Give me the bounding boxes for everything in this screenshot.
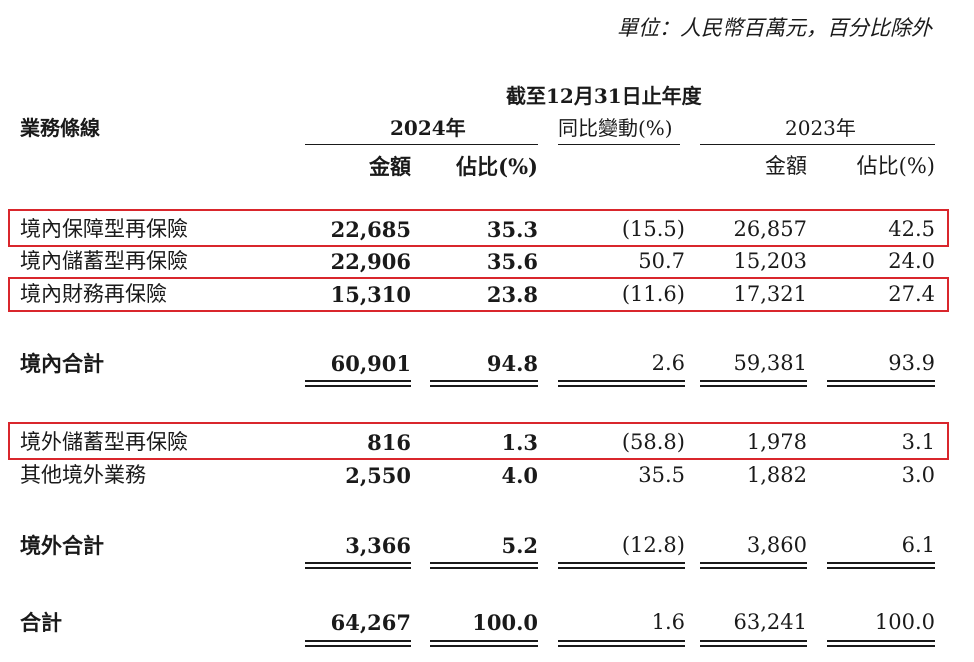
share-2023-cell: 24.0: [888, 249, 935, 273]
yoy-header: 同比變動(%): [558, 116, 673, 140]
amount-2024-cell: 2,550: [345, 463, 411, 488]
double-underline: [558, 562, 685, 569]
amount-2023-cell: 63,241: [733, 610, 807, 634]
amount-2024-cell: 15,310: [330, 282, 411, 307]
double-underline: [430, 380, 538, 387]
double-underline: [558, 640, 685, 647]
amount-2024-cell: 22,906: [330, 249, 411, 274]
double-underline: [305, 380, 411, 387]
year-2023-rule: [700, 144, 935, 145]
row-label: 其他境外業務: [20, 463, 146, 487]
share-2023-cell: 100.0: [874, 610, 935, 634]
double-underline: [700, 380, 807, 387]
row-label: 境內保障型再保險: [20, 217, 188, 241]
share-2024-cell: 100.0: [472, 610, 538, 635]
yoy-cell: 50.7: [638, 249, 685, 273]
share-2024-cell: 94.8: [486, 351, 538, 376]
period-header: 截至12月31日止年度: [506, 84, 702, 108]
amount-2023-cell: 1,978: [746, 430, 807, 454]
double-underline: [700, 640, 807, 647]
yoy-cell: (58.8): [621, 430, 685, 454]
double-underline: [700, 562, 807, 569]
share-2024-cell: 35.6: [486, 249, 538, 274]
share-2023-header: 佔比(%): [856, 154, 935, 178]
yoy-cell: (12.8): [621, 533, 685, 557]
amount-2023-cell: 15,203: [733, 249, 807, 273]
amount-2024-cell: 22,685: [330, 217, 411, 242]
subtotal-label: 境內合計: [20, 351, 104, 376]
total-label: 合計: [20, 610, 62, 635]
double-underline: [827, 562, 935, 569]
share-2024-cell: 1.3: [501, 430, 538, 455]
amount-2024-cell: 3,366: [345, 533, 411, 558]
share-2024-cell: 23.8: [486, 282, 538, 307]
subtotal-label: 境外合計: [20, 533, 104, 558]
amount-2024-cell: 816: [367, 430, 411, 455]
year-2024-rule: [305, 144, 538, 145]
yoy-cell: (15.5): [621, 217, 685, 241]
share-2023-cell: 6.1: [901, 533, 935, 557]
share-2024-cell: 4.0: [501, 463, 538, 488]
double-underline: [430, 640, 538, 647]
double-underline: [305, 562, 411, 569]
amount-2023-cell: 59,381: [733, 351, 807, 375]
highlight-domestic-financial: [8, 277, 949, 312]
share-2024-header: 佔比(%): [456, 154, 538, 179]
row-label: 境外儲蓄型再保險: [20, 430, 188, 454]
unit-note: 單位：人民幣百萬元，百分比除外: [617, 16, 932, 40]
business-line-header: 業務條線: [20, 116, 100, 140]
yoy-rule: [558, 144, 680, 145]
share-2024-cell: 5.2: [501, 533, 538, 558]
highlight-domestic-protection: [8, 209, 949, 247]
share-2023-cell: 42.5: [888, 217, 935, 241]
yoy-cell: 35.5: [638, 463, 685, 487]
double-underline: [827, 380, 935, 387]
share-2023-cell: 93.9: [888, 351, 935, 375]
amount-2024-cell: 60,901: [330, 351, 411, 376]
year-2023-header: 2023年: [785, 116, 856, 140]
share-2023-cell: 3.1: [901, 430, 935, 454]
amount-2023-cell: 1,882: [746, 463, 807, 487]
yoy-cell: (11.6): [621, 282, 685, 306]
double-underline: [430, 562, 538, 569]
double-underline: [558, 380, 685, 387]
row-label: 境內財務再保險: [20, 282, 167, 306]
double-underline: [827, 640, 935, 647]
share-2023-cell: 3.0: [901, 463, 935, 487]
amount-2023-cell: 3,860: [746, 533, 807, 557]
amount-2024-header: 金額: [369, 154, 411, 179]
highlight-overseas-savings: [8, 422, 949, 460]
row-label: 境內儲蓄型再保險: [20, 249, 188, 273]
year-2024-header: 2024年: [390, 116, 466, 140]
yoy-cell: 1.6: [651, 610, 685, 634]
yoy-cell: 2.6: [651, 351, 685, 375]
amount-2024-cell: 64,267: [330, 610, 411, 635]
amount-2023-header: 金額: [765, 154, 807, 178]
double-underline: [305, 640, 411, 647]
amount-2023-cell: 17,321: [733, 282, 807, 306]
amount-2023-cell: 26,857: [733, 217, 807, 241]
share-2024-cell: 35.3: [486, 217, 538, 242]
share-2023-cell: 27.4: [888, 282, 935, 306]
